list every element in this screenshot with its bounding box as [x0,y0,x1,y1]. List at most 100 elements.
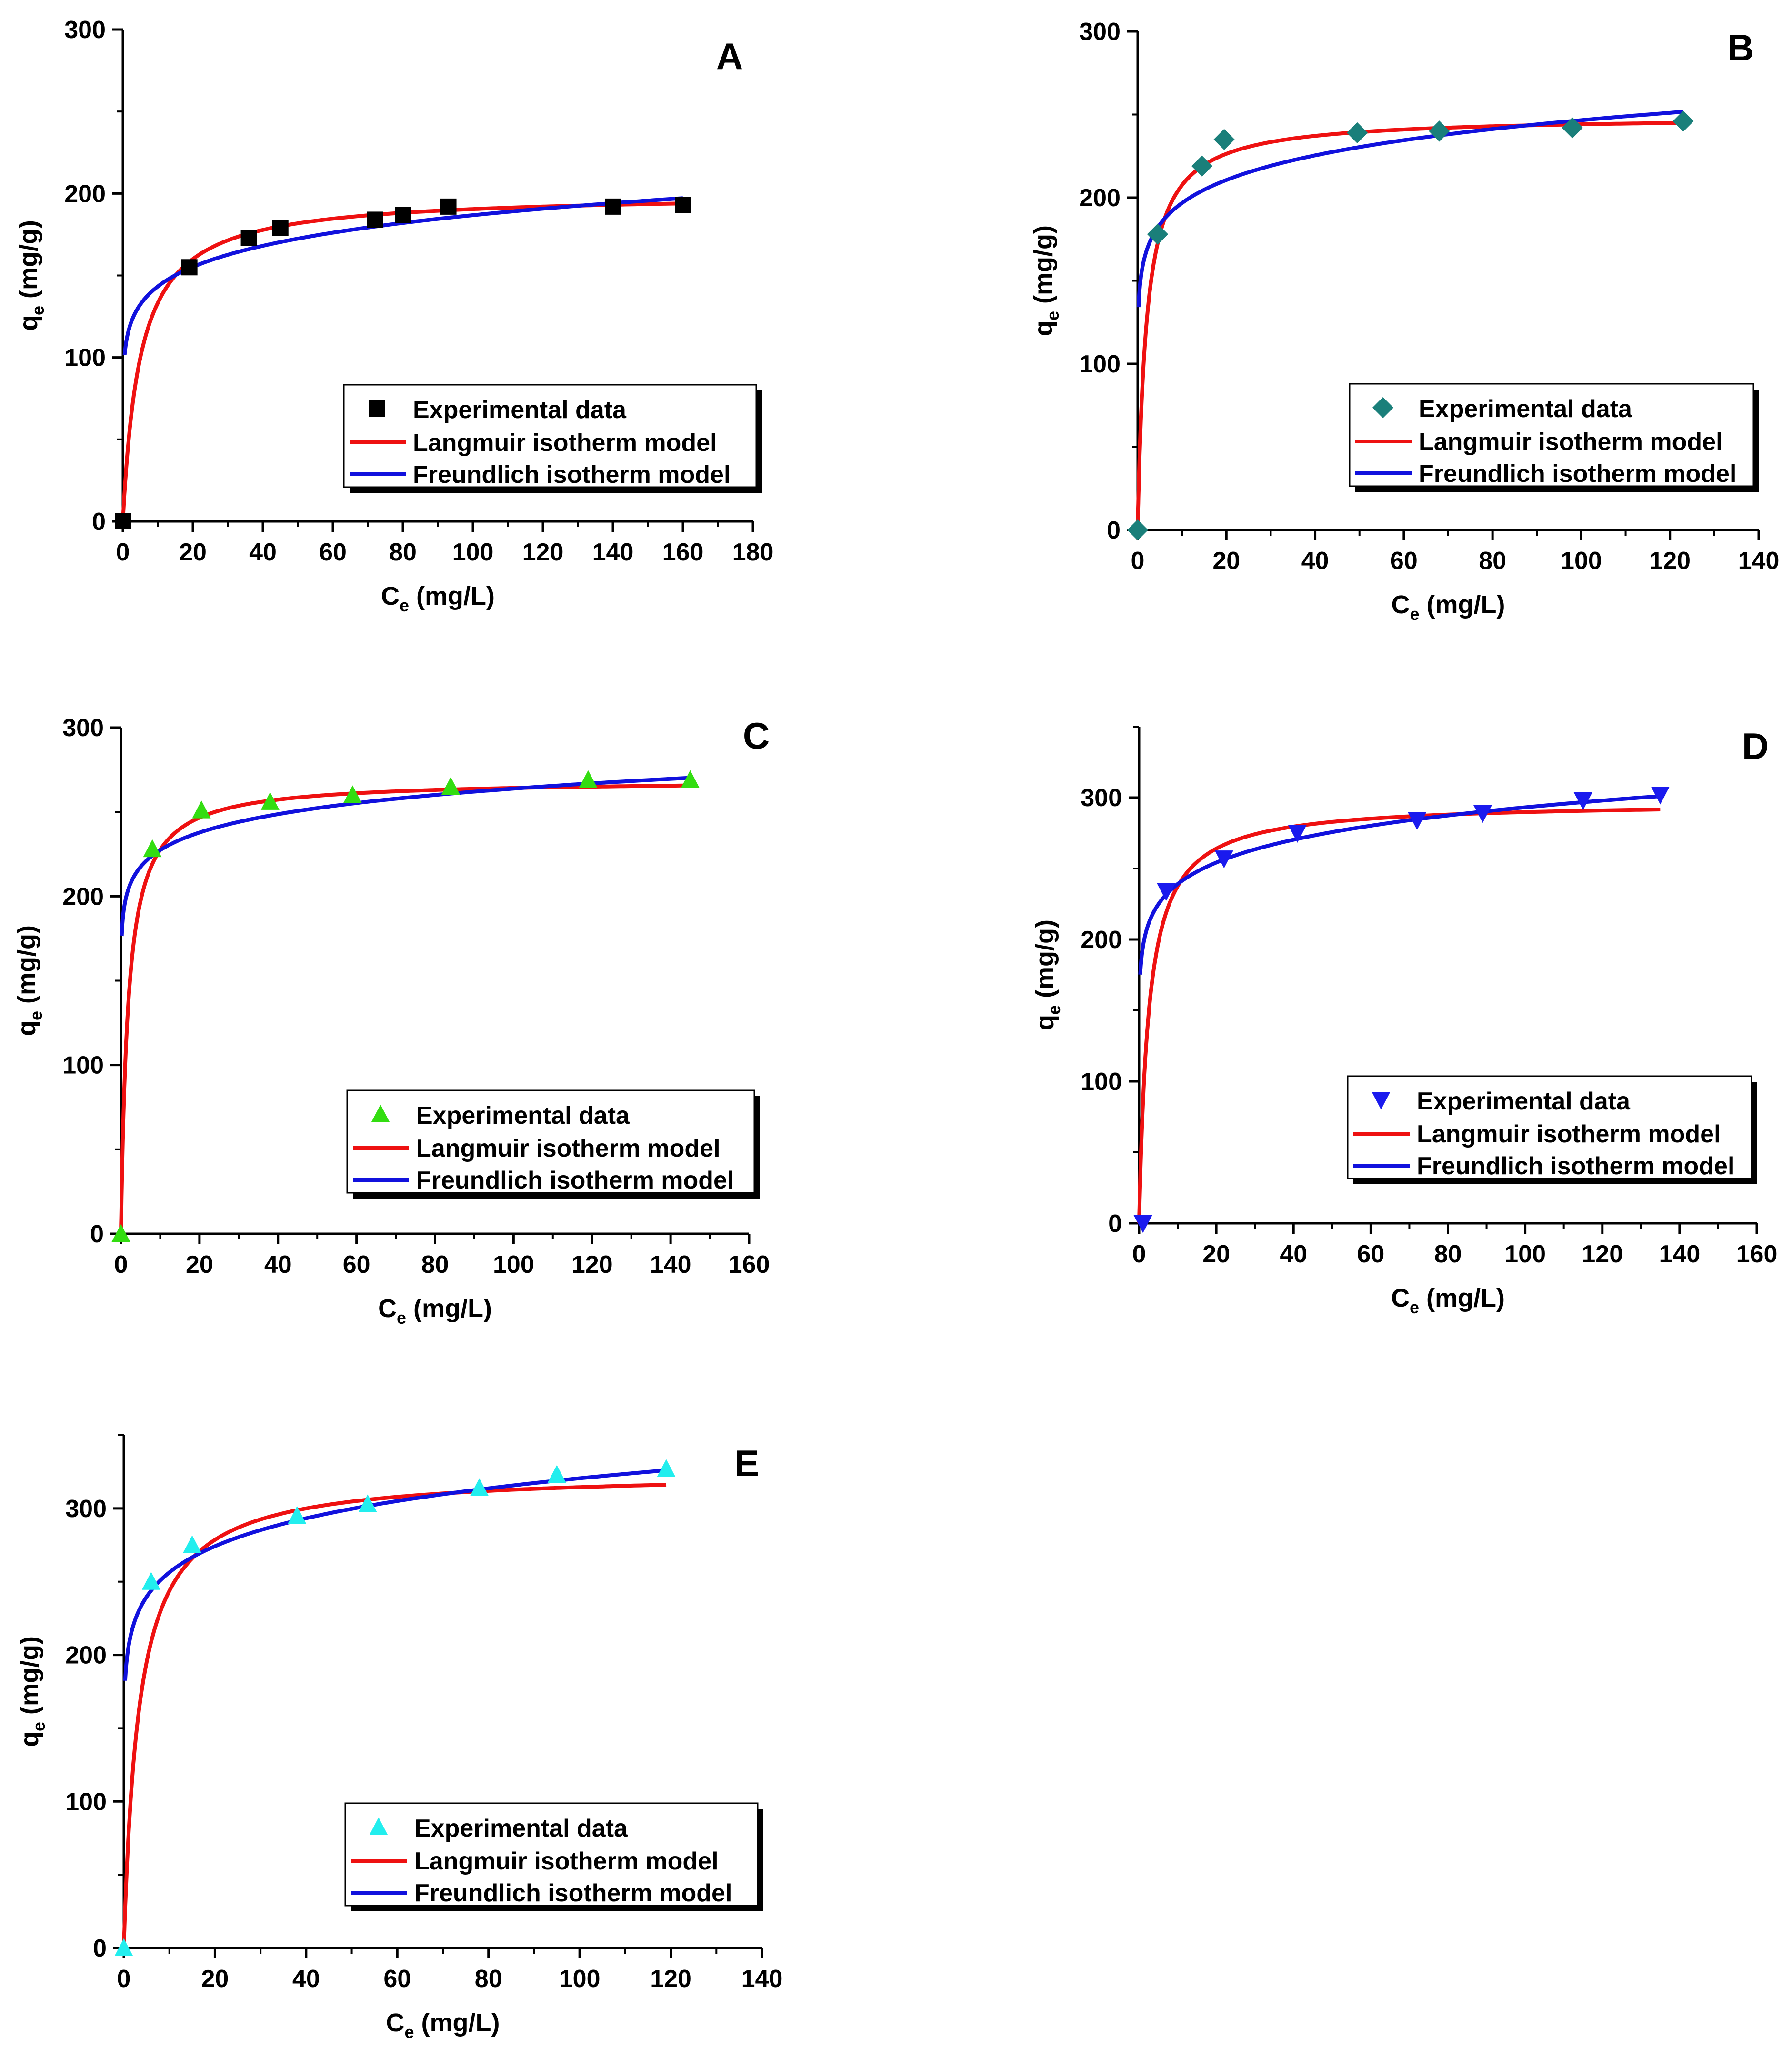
experimental-point [440,198,457,215]
y-tick-label: 0 [93,1935,107,1962]
x-tick-label: 120 [1649,547,1691,575]
experimental-point [675,197,691,213]
experimental-point [1133,1215,1152,1233]
x-tick-label: 140 [741,1965,783,1993]
legend-marker [369,400,385,417]
panel-C: 0 20 40 60 80 100 120 140 160 0 100 200 300 Ce (mg/L)… [12,714,770,1328]
y-tick-label: 0 [1108,1210,1122,1238]
y-tick-label: 0 [92,508,106,536]
experimental-point [183,1535,202,1553]
experimental-point [192,800,211,819]
y-tick-label: 300 [62,714,104,742]
freundlich-curve [1138,794,1661,975]
langmuir-curve [121,201,683,522]
experimental-point [1651,787,1670,805]
experimental-point [1214,850,1233,869]
y-tick-label: 100 [1081,1068,1122,1096]
experimental-point [1147,223,1169,245]
experimental-point [395,207,411,223]
y-tick-label: 100 [1079,350,1121,378]
experimental-point [1288,825,1307,843]
x-tick-label: 0 [116,539,130,566]
panel-letter: C [743,715,770,757]
experimental-point [111,1224,130,1242]
experimental-point [657,1459,676,1477]
experimental-point [181,259,198,276]
y-tick-label: 300 [65,1495,107,1523]
experimental-point [1346,122,1368,143]
panel-D: 0 20 40 60 80 100 120 140 160 0 100 200 300 Ce (mg/L)… [1031,725,1777,1317]
x-tick-label: 100 [1504,1240,1546,1268]
experimental-point [1213,129,1235,150]
y-tick-label: 200 [1079,184,1121,212]
x-tick-label: 0 [1132,1240,1146,1268]
x-tick-label: 0 [114,1251,128,1279]
y-tick-label: 200 [65,1642,107,1669]
legend-box [1347,1075,1752,1179]
experimental-point [579,770,598,788]
experimental-point [1408,812,1427,830]
legend-label: Langmuir isotherm model [1417,1120,1721,1148]
freundlich-curve [122,196,683,355]
experimental-point [547,1465,566,1483]
x-tick-label: 40 [249,539,277,566]
legend-box [346,1089,755,1194]
x-tick-label: 160 [729,1251,770,1279]
experimental-point [441,777,461,795]
legend-label: Freundlich isotherm model [1417,1152,1734,1180]
x-tick-label: 180 [732,539,774,566]
experimental-point [114,1938,133,1956]
y-tick-label: 200 [62,883,104,910]
experimental-point [288,1506,307,1524]
legend-box [1349,383,1754,487]
panel-letter: A [716,35,743,77]
x-tick-label: 60 [343,1251,370,1279]
experimental-point [1573,792,1592,810]
x-tick-label: 40 [1301,547,1329,575]
legend-label: Langmuir isotherm model [414,1848,719,1875]
legend-marker [1372,1092,1391,1110]
freundlich-curve [123,1468,667,1681]
y-tick-label: 300 [64,16,106,44]
x-axis-title: Ce (mg/L) [381,582,495,615]
x-tick-label: 140 [592,539,634,566]
legend-label: Freundlich isotherm model [1419,460,1736,488]
panel-E: 0 20 40 60 80 100 120 140 0 100 200 300 Ce (mg/L) qe … [15,1434,783,2042]
panel-letter: E [734,1442,759,1484]
y-tick-label: 0 [90,1220,104,1248]
x-tick-label: 20 [1212,547,1240,575]
x-axis-title: Ce (mg/L) [378,1294,492,1328]
experimental-point [470,1478,489,1496]
x-tick-label: 80 [389,539,417,566]
x-tick-label: 140 [1659,1240,1700,1268]
x-tick-label: 20 [186,1251,213,1279]
experimental-point [115,513,131,529]
x-tick-label: 120 [650,1965,691,1993]
x-tick-label: 0 [117,1965,131,1993]
experimental-point [1191,155,1213,177]
x-tick-label: 80 [421,1251,449,1279]
x-tick-label: 100 [493,1251,534,1279]
y-tick-label: 0 [1107,517,1121,544]
x-tick-label: 160 [662,539,704,566]
x-tick-label: 60 [1357,1240,1384,1268]
y-axis-title: qe (mg/g) [1031,919,1064,1030]
experimental-point [1157,883,1176,901]
x-tick-label: 100 [559,1965,601,1993]
y-tick-label: 200 [1081,926,1122,954]
experimental-point [343,785,362,803]
x-tick-label: 120 [522,539,564,566]
x-axis-title: Ce (mg/L) [1392,590,1505,624]
x-tick-label: 20 [201,1965,229,1993]
y-tick-label: 300 [1081,784,1122,812]
legend-label: Langmuir isotherm model [413,429,717,457]
legend-box [344,1802,759,1907]
experimental-point [1672,110,1694,132]
panel-letter: D [1742,725,1769,767]
legend-label: Experimental data [1419,395,1632,423]
legend-label: Langmuir isotherm model [1419,428,1723,456]
y-tick-label: 100 [65,1788,107,1816]
x-tick-label: 80 [1434,1240,1462,1268]
legend-marker [371,1104,390,1122]
x-tick-label: 60 [319,539,347,566]
